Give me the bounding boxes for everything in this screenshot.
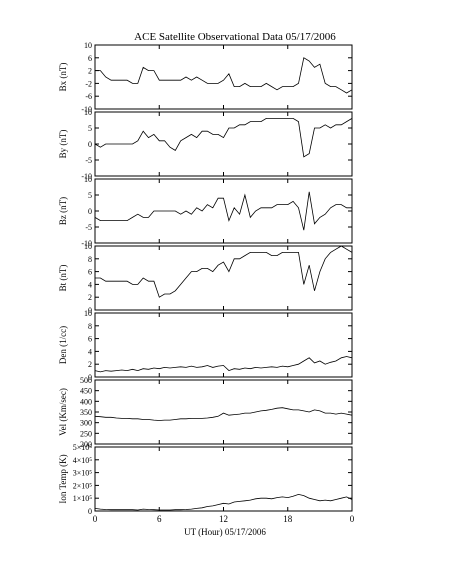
x-axis-label: UT (Hour) 05/17/2006 — [184, 527, 266, 537]
y-tick-label: -10 — [81, 105, 92, 114]
y-tick-label: 0 — [88, 207, 92, 216]
y-tick-label: 10 — [84, 108, 92, 117]
y-tick-label: -2 — [85, 79, 92, 88]
y-tick-label: 500 — [80, 376, 92, 385]
y-tick-label: 10 — [84, 309, 92, 318]
y-tick-label: 450 — [80, 387, 92, 396]
y-tick-label: 2 — [88, 293, 92, 302]
y-tick-label: 5 — [88, 191, 92, 200]
y-axis-label: Ion Temp (K) — [58, 454, 68, 503]
x-tick-label: 0 — [350, 514, 355, 524]
panel-frame — [94, 178, 353, 244]
y-tick-label: 6 — [88, 54, 92, 63]
y-tick-label: -5 — [85, 156, 92, 165]
data-line — [95, 245, 353, 298]
y-tick-label: 200 — [80, 440, 92, 449]
y-tick-label: 1×10⁵ — [73, 494, 93, 503]
y-tick-label: 10 — [84, 41, 92, 50]
data-line — [94, 118, 353, 158]
y-tick-label: 5 — [88, 124, 92, 133]
data-line — [94, 493, 353, 511]
y-tick-label: -10 — [81, 239, 92, 248]
y-tick-label: 5×10⁵ — [73, 443, 93, 452]
y-tick-label: 0 — [88, 306, 92, 315]
panel-frame — [94, 312, 353, 378]
x-tick-label: 12 — [219, 514, 228, 524]
panel-frame — [94, 446, 353, 512]
y-tick-label: 8 — [88, 255, 92, 264]
y-tick-label: 2 — [88, 360, 92, 369]
data-line — [94, 191, 352, 231]
y-tick-label: 400 — [80, 397, 92, 406]
panel-frame — [94, 44, 353, 110]
panel-frame — [94, 245, 353, 311]
y-tick-label: 300 — [80, 419, 92, 428]
x-tick-label: 18 — [283, 514, 293, 524]
y-axis-label: Den (1/cc) — [58, 326, 68, 364]
panel-frame — [94, 379, 353, 445]
y-tick-label: 4 — [88, 347, 92, 356]
y-tick-label: 8 — [88, 322, 92, 331]
y-tick-label: -10 — [81, 172, 92, 181]
y-tick-label: 0 — [88, 373, 92, 382]
y-tick-label: 4×10⁵ — [73, 456, 93, 465]
y-tick-label: 10 — [84, 175, 92, 184]
chart-title: ACE Satellite Observational Data 05/17/2… — [134, 31, 336, 43]
y-tick-label: 6 — [88, 335, 92, 344]
y-tick-label: -6 — [85, 92, 92, 101]
y-tick-label: -5 — [85, 223, 92, 232]
y-tick-label: 3×10⁵ — [73, 469, 93, 478]
y-axis-label: By (nT) — [58, 130, 68, 159]
data-line — [94, 407, 353, 421]
y-tick-label: 2 — [88, 67, 92, 76]
y-tick-label: 350 — [80, 408, 92, 417]
y-axis-label: Vel (Km/sec) — [58, 388, 68, 436]
data-line — [94, 356, 353, 373]
y-tick-label: 250 — [80, 429, 92, 438]
y-tick-label: 0 — [88, 140, 92, 149]
x-tick-label: 6 — [157, 514, 162, 524]
y-tick-label: 10 — [84, 242, 92, 251]
y-tick-label: 0 — [88, 507, 92, 516]
y-tick-label: 4 — [88, 280, 92, 289]
x-tick-label: 0 — [93, 514, 98, 524]
y-axis-label: Bx (nT) — [58, 63, 68, 92]
y-tick-label: 2×10⁵ — [73, 481, 93, 490]
y-axis-label: Bt (nT) — [58, 265, 68, 292]
y-tick-label: 6 — [88, 268, 92, 277]
y-axis-label: Bz (nT) — [58, 197, 68, 225]
data-line — [95, 57, 353, 94]
panel-frame — [94, 111, 353, 177]
